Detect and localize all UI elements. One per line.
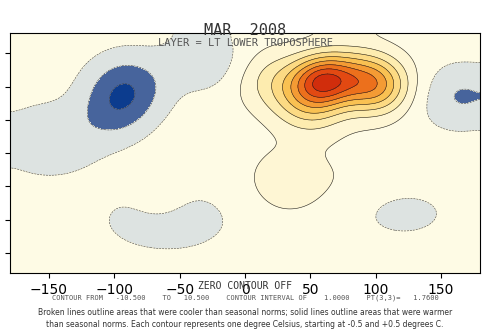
Text: MAR  2008: MAR 2008: [204, 23, 286, 38]
Text: than seasonal norms. Each contour represents one degree Celsius, starting at -0.: than seasonal norms. Each contour repres…: [47, 320, 443, 329]
Text: Broken lines outline areas that were cooler than seasonal norms; solid lines out: Broken lines outline areas that were coo…: [38, 308, 452, 317]
Text: CONTOUR FROM   -10.500    TO   10.500    CONTOUR INTERVAL OF    1.0000    PT(3,3: CONTOUR FROM -10.500 TO 10.500 CONTOUR I…: [51, 295, 439, 301]
Text: LAYER = LT LOWER TROPOSPHERE: LAYER = LT LOWER TROPOSPHERE: [157, 38, 333, 48]
Text: ZERO CONTOUR OFF: ZERO CONTOUR OFF: [198, 281, 292, 291]
